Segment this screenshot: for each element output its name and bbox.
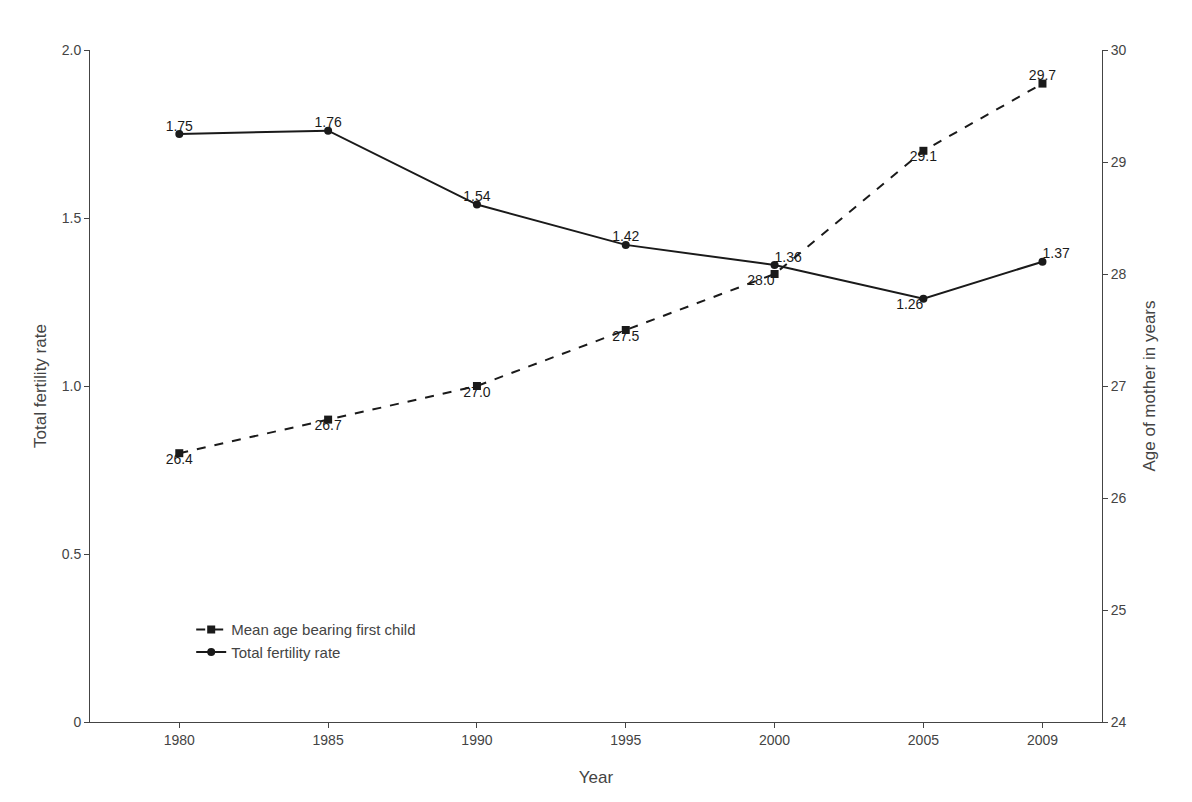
svg-text:1985: 1985: [313, 732, 344, 748]
svg-text:25: 25: [1111, 602, 1127, 618]
svg-text:1.36: 1.36: [775, 249, 802, 265]
svg-text:27.0: 27.0: [463, 384, 490, 400]
svg-text:1995: 1995: [610, 732, 641, 748]
svg-text:Mean age bearing first child: Mean age bearing first child: [231, 621, 415, 638]
svg-text:29: 29: [1111, 154, 1127, 170]
svg-text:Year: Year: [579, 768, 614, 787]
svg-text:30: 30: [1111, 42, 1127, 58]
svg-text:1.76: 1.76: [314, 114, 341, 130]
svg-text:2005: 2005: [908, 732, 939, 748]
svg-text:1980: 1980: [164, 732, 195, 748]
svg-text:0: 0: [73, 714, 81, 730]
svg-text:1990: 1990: [461, 732, 492, 748]
svg-text:27: 27: [1111, 378, 1127, 394]
svg-text:1.75: 1.75: [166, 118, 193, 134]
svg-text:1.26: 1.26: [896, 296, 923, 312]
svg-text:2000: 2000: [759, 732, 790, 748]
svg-text:26: 26: [1111, 490, 1127, 506]
svg-text:24: 24: [1111, 714, 1127, 730]
svg-text:28: 28: [1111, 266, 1127, 282]
svg-text:0.5: 0.5: [62, 546, 82, 562]
svg-text:27.5: 27.5: [612, 328, 639, 344]
svg-text:1.42: 1.42: [612, 228, 639, 244]
svg-text:1.37: 1.37: [1042, 245, 1069, 261]
svg-text:29.1: 29.1: [910, 148, 937, 164]
svg-text:Total fertility rate: Total fertility rate: [31, 324, 50, 448]
svg-text:26.7: 26.7: [314, 417, 341, 433]
svg-text:Age of mother in years: Age of mother in years: [1140, 300, 1159, 471]
svg-text:2009: 2009: [1027, 732, 1058, 748]
svg-text:2.0: 2.0: [62, 42, 82, 58]
svg-text:26.4: 26.4: [166, 451, 193, 467]
svg-text:1.0: 1.0: [62, 378, 82, 394]
svg-text:1.54: 1.54: [463, 188, 490, 204]
svg-text:29.7: 29.7: [1029, 67, 1056, 83]
svg-text:Total fertility rate: Total fertility rate: [231, 644, 340, 661]
svg-text:1.5: 1.5: [62, 210, 82, 226]
svg-text:28.0: 28.0: [747, 272, 774, 288]
